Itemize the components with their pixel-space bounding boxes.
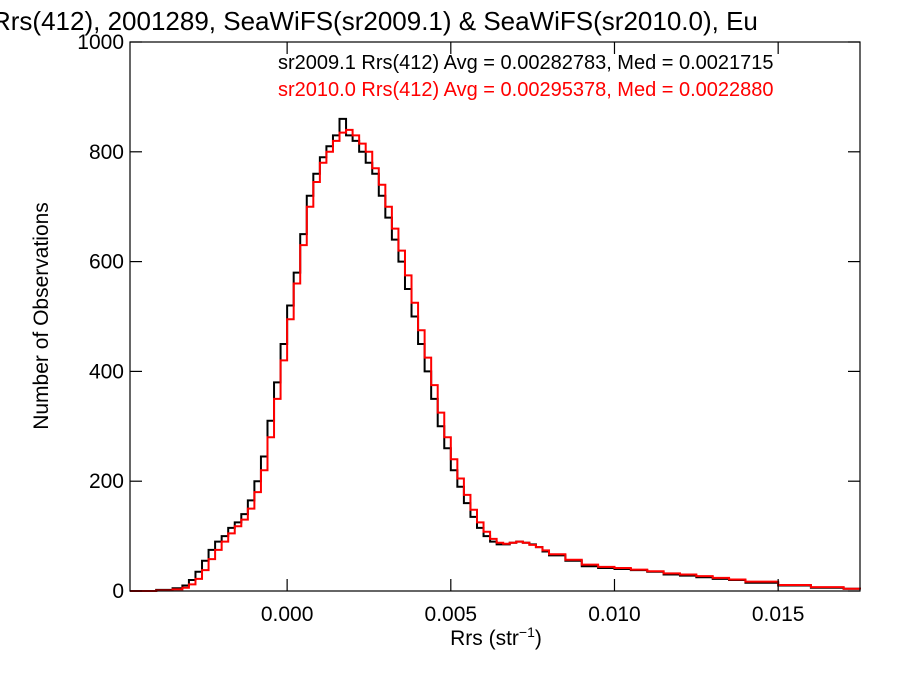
x-axis-ticks: 0.000 0.005 0.010 0.015 (261, 42, 805, 626)
x-tick-label: 0.015 (752, 603, 805, 626)
y-axis-ticks: 0 200 400 600 800 1000 (77, 31, 860, 603)
y-tick-label: 200 (89, 470, 124, 493)
annotation-sr2009: sr2009.1 Rrs(412) Avg = 0.00282783, Med … (278, 52, 774, 74)
series-line-sr2010-0 (130, 128, 861, 592)
y-axis-label: Number of Observations (30, 202, 53, 430)
annotation-sr2010: sr2010.0 Rrs(412) Avg = 0.00295378, Med … (278, 79, 774, 101)
y-tick-label: 800 (89, 141, 124, 164)
x-tick-label: 0.000 (261, 603, 314, 626)
chart-title: Rrs(412), 2001289, SeaWiFS(sr2009.1) & S… (0, 6, 758, 36)
x-axis-label-main: Rrs (str (450, 627, 519, 650)
plot-frame (129, 41, 861, 592)
y-tick-label: 400 (89, 360, 124, 383)
y-tick-label: 1000 (77, 31, 124, 54)
y-tick-label: 600 (89, 251, 124, 274)
x-axis-label-close: ) (535, 627, 542, 650)
y-tick-label: 0 (112, 580, 124, 603)
x-axis-label: Rrs (str−1) (450, 624, 542, 650)
series-line-sr2009-1 (130, 117, 861, 592)
series-layer (130, 117, 861, 592)
x-tick-label: 0.010 (588, 603, 641, 626)
x-tick-label: 0.005 (425, 603, 478, 626)
x-axis-label-superscript: −1 (519, 624, 535, 640)
